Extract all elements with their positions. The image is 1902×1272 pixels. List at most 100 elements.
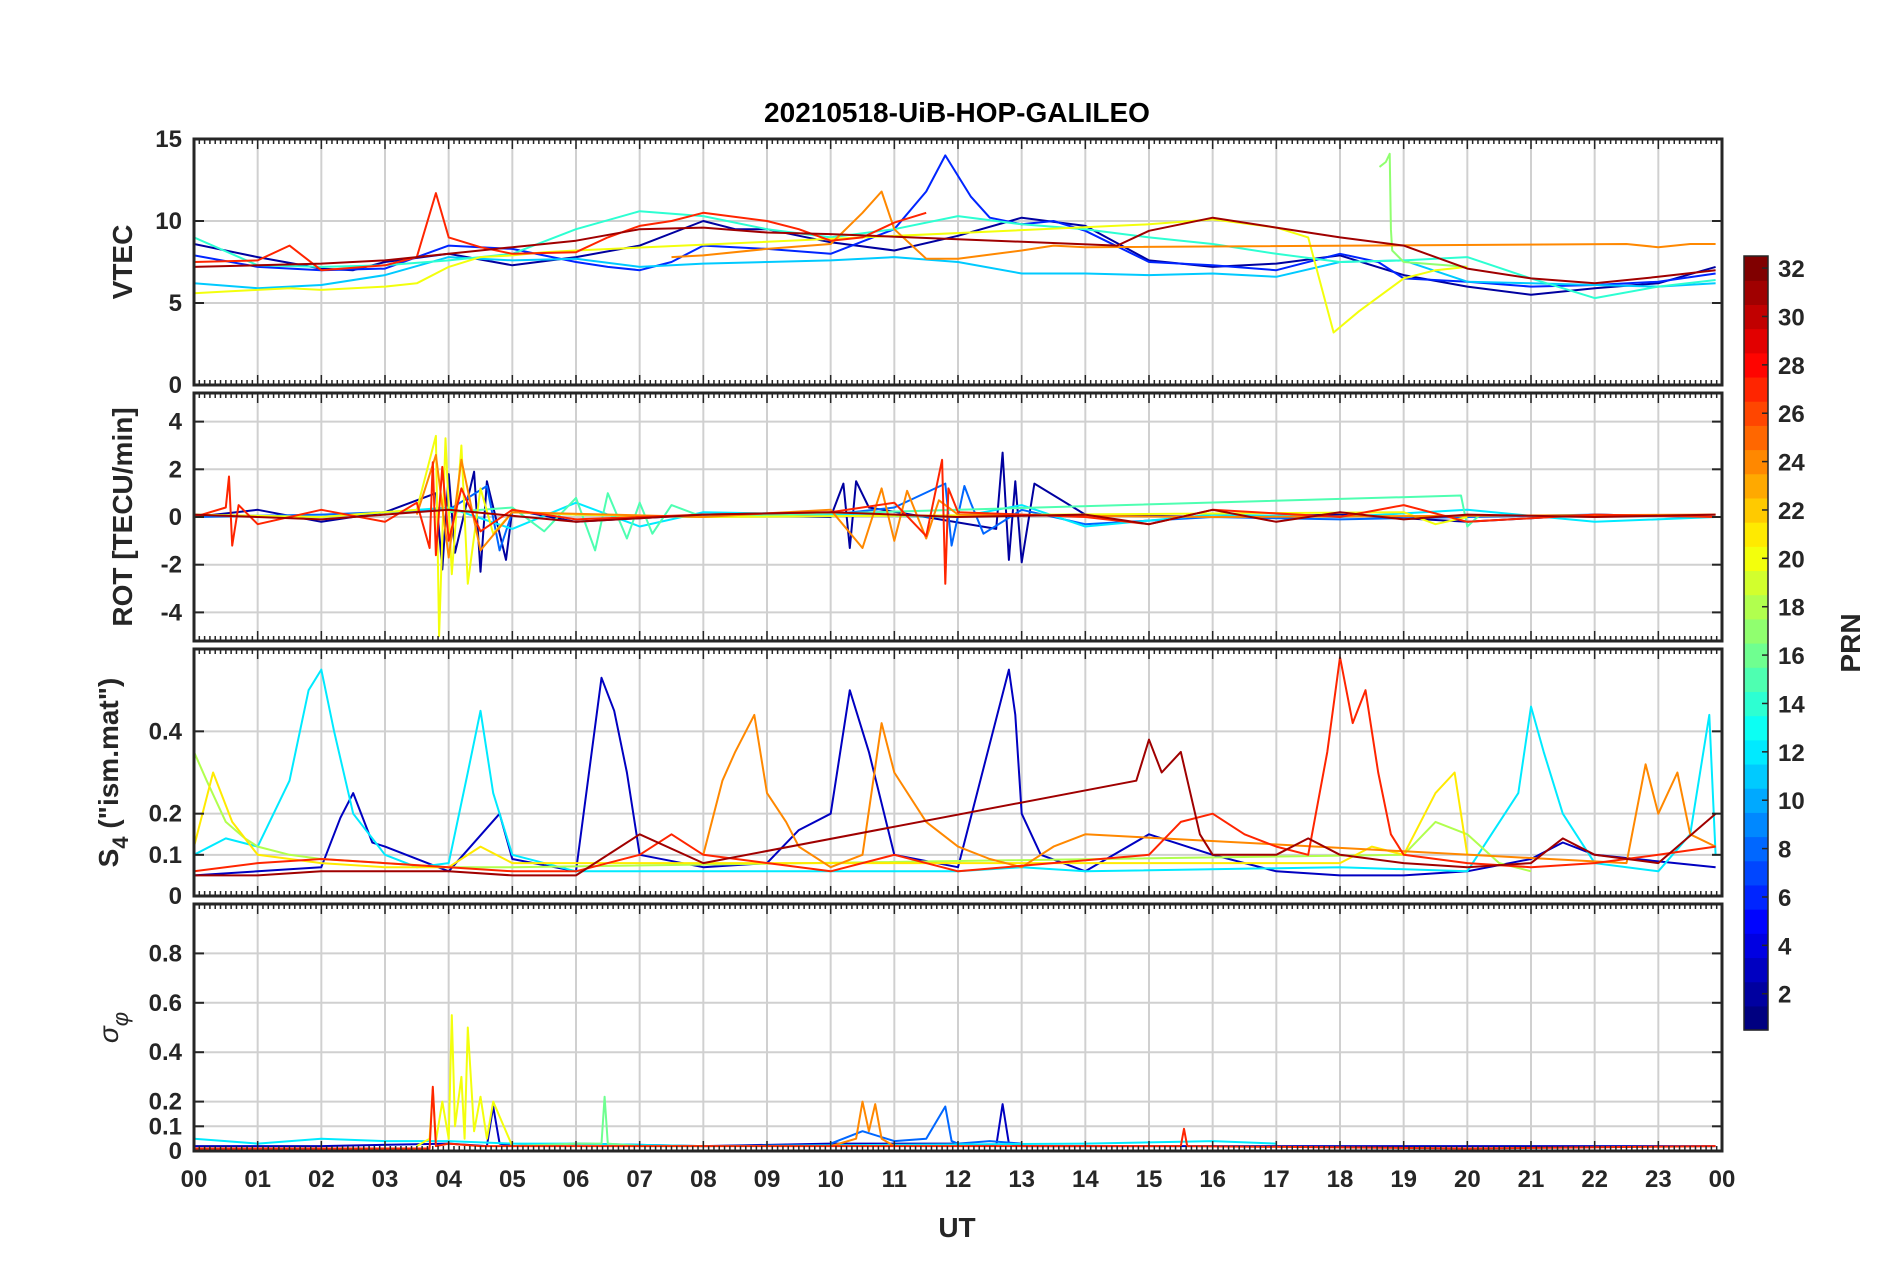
colorbar-tick-label: 4 xyxy=(1778,933,1792,960)
x-tick-label: 15 xyxy=(1136,1166,1163,1193)
x-tick-label: 12 xyxy=(945,1166,972,1193)
series-group xyxy=(194,152,1716,334)
x-tick-label: 23 xyxy=(1645,1166,1672,1193)
y-axis-label: ROT [TECU/min] xyxy=(107,407,138,626)
x-tick-label: 08 xyxy=(690,1166,717,1193)
x-tick-label: 03 xyxy=(372,1166,399,1193)
x-tick-label: 04 xyxy=(435,1166,462,1193)
colorbar-swatch xyxy=(1744,522,1768,547)
y-axis-label-main: S xyxy=(93,849,124,868)
series-line-prn-27 xyxy=(194,656,1716,873)
series-group xyxy=(194,656,1717,877)
y-axis-label-sub: φ xyxy=(108,1012,133,1026)
series-line-prn-2 xyxy=(194,451,1716,573)
x-axis-label: UT xyxy=(938,1212,975,1243)
x-tick-label: 21 xyxy=(1518,1166,1545,1193)
colorbar-swatch xyxy=(1744,473,1768,499)
x-tick-label: 14 xyxy=(1072,1166,1099,1193)
x-tick-label: 02 xyxy=(308,1166,335,1193)
x-tick-label: 13 xyxy=(1008,1166,1035,1193)
y-tick-label: 0.2 xyxy=(149,1089,182,1116)
colorbar-tick-label: 28 xyxy=(1778,353,1805,380)
colorbar-swatch xyxy=(1744,425,1768,451)
colorbar-tick-label: 14 xyxy=(1778,691,1805,718)
y-tick-label: 2 xyxy=(169,456,182,483)
panel-rot: -4 -2 0 2 4 ROT [TECU/min] xyxy=(107,391,1724,643)
series-line-prn-31 xyxy=(194,508,1716,526)
colorbar-tick-label: 30 xyxy=(1778,304,1805,331)
colorbar-swatch xyxy=(1744,812,1768,838)
y-axis-label: S4 ("ism.mat") xyxy=(93,678,133,868)
series-line-prn-14 xyxy=(194,210,1716,300)
series-line-prn-15 xyxy=(448,492,1481,552)
colorbar-tick-label: 6 xyxy=(1778,885,1791,912)
colorbar-swatch xyxy=(1744,667,1768,692)
x-tick-label: 01 xyxy=(244,1166,271,1193)
x-tick-label: 00 xyxy=(1709,1166,1736,1193)
y-tick-label: 0.8 xyxy=(149,940,182,967)
series-line-prn-8 xyxy=(830,1105,1022,1145)
x-tick-label: 20 xyxy=(1454,1166,1481,1193)
x-tick-label: 07 xyxy=(626,1166,653,1193)
colorbar-swatch xyxy=(1744,715,1768,741)
colorbar-tick-label: 8 xyxy=(1778,837,1791,864)
x-tick-label: 10 xyxy=(817,1166,844,1193)
colorbar-swatch xyxy=(1744,909,1768,934)
colorbar-label: PRN xyxy=(1835,613,1866,672)
x-tick-label: 22 xyxy=(1581,1166,1608,1193)
chart-title: 20210518-UiB-HOP-GALILEO xyxy=(764,97,1150,128)
colorbar-tick-label: 2 xyxy=(1778,982,1791,1009)
y-tick-label: 0.6 xyxy=(149,990,182,1017)
y-axis-label: σφ xyxy=(93,1012,133,1043)
panel-vtec: 0 5 10 15 VTEC xyxy=(107,126,1724,399)
x-tick-label: 17 xyxy=(1263,1166,1290,1193)
y-tick-label: 0.4 xyxy=(149,718,183,745)
series-group xyxy=(194,434,1716,638)
y-tick-label: 0 xyxy=(169,1138,182,1165)
series-line-prn-27 xyxy=(194,192,927,272)
y-axis-label-sub: 4 xyxy=(108,836,133,849)
colorbar-swatch xyxy=(1744,328,1768,354)
series-line-prn-17 xyxy=(1378,152,1468,268)
panel-s4: 0 0.1 0.2 0.4 S4 ("ism.mat") xyxy=(93,647,1724,910)
y-tick-label: 0.2 xyxy=(149,801,182,828)
colorbar-swatch xyxy=(1744,763,1768,789)
y-tick-label: 0.4 xyxy=(149,1039,183,1066)
series-line-prn-24 xyxy=(671,190,1716,260)
colorbar-tick-label: 20 xyxy=(1778,546,1805,573)
y-tick-label: 0.1 xyxy=(149,1113,182,1140)
x-tick-label: 00 xyxy=(181,1166,208,1193)
colorbar-swatch xyxy=(1744,376,1768,402)
x-tick-label: 18 xyxy=(1327,1166,1354,1193)
series-line-prn-24 xyxy=(702,713,1717,869)
y-tick-label: 0 xyxy=(169,372,182,399)
series-line-prn-31 xyxy=(194,216,1716,285)
y-axis-label-suffix: ("ism.mat") xyxy=(93,678,124,837)
y-tick-label: 0 xyxy=(169,883,182,910)
colorbar-tick-label: 22 xyxy=(1778,498,1805,525)
x-tick-label: 06 xyxy=(563,1166,590,1193)
axes-frame xyxy=(192,391,1724,643)
series-line-prn-11 xyxy=(194,256,1716,290)
colorbar-swatch xyxy=(1744,957,1768,983)
y-tick-label: 0 xyxy=(169,504,182,531)
y-tick-label: -4 xyxy=(161,599,183,626)
series-line-prn-21 xyxy=(194,771,1469,869)
panel-sigma: 00.10.2 0.4 0.6 0.8 σφ xyxy=(93,902,1724,1165)
colorbar-frame xyxy=(1743,255,1769,1031)
series-line-prn-31 xyxy=(194,738,1717,877)
y-axis-label: VTEC xyxy=(107,225,138,300)
x-tick-label: 09 xyxy=(754,1166,781,1193)
colorbar-tick-label: 24 xyxy=(1778,450,1805,477)
colorbar-tick-label: 12 xyxy=(1778,740,1805,767)
colorbar-tick-label: 32 xyxy=(1778,256,1805,283)
series-line-prn-12 xyxy=(194,1137,1277,1148)
y-axis-label-main: σ xyxy=(93,1025,124,1043)
series-line-prn-6 xyxy=(194,154,1716,288)
series-line-prn-3 xyxy=(194,668,1716,877)
y-tick-label: 4 xyxy=(169,409,183,436)
y-tick-label: -2 xyxy=(161,552,182,579)
